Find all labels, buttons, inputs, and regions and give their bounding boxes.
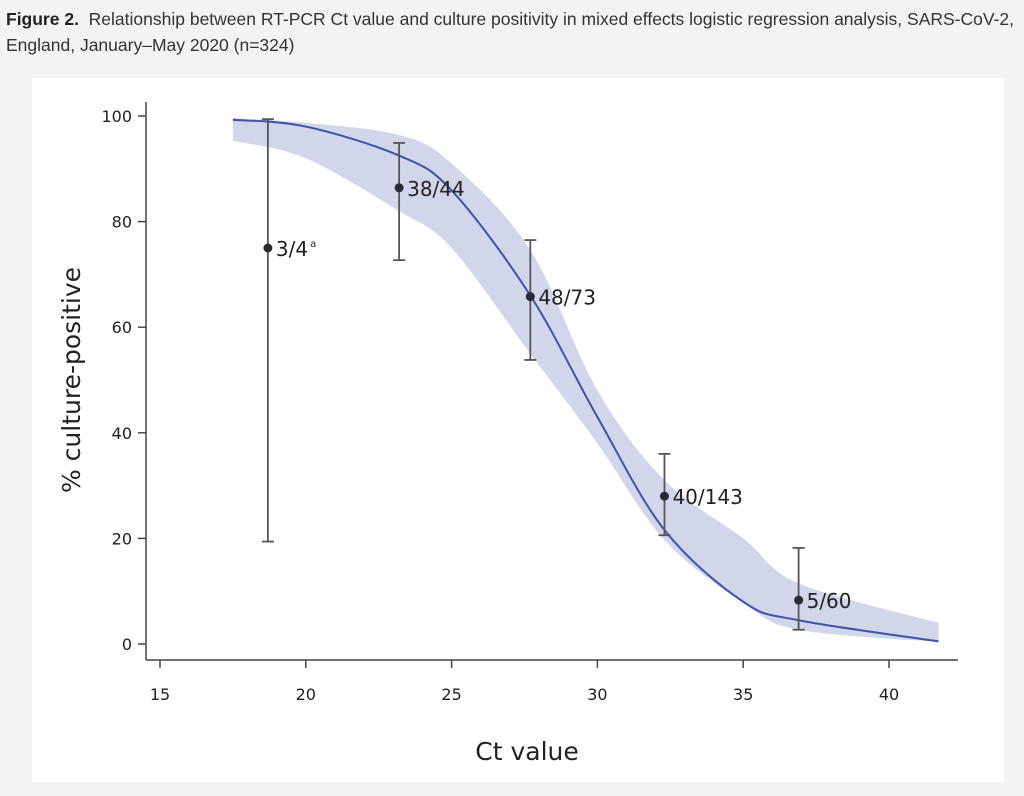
figure-label: Figure 2.	[6, 9, 79, 29]
x-axis-label: Ct value	[475, 737, 579, 766]
y-axis-label: % culture-positive	[57, 267, 86, 493]
data-label-text: 48/73	[538, 286, 596, 310]
data-label-footnote: a	[310, 239, 316, 250]
y-tick-label: 0	[122, 635, 132, 654]
y-tick-label: 80	[112, 213, 132, 232]
data-label: 3/4 a	[276, 237, 316, 261]
data-label-text: 5/60	[807, 589, 852, 613]
y-tick-label: 100	[101, 107, 132, 126]
y-tick-label: 20	[112, 529, 132, 548]
figure-caption: Figure 2. Relationship between RT-PCR Ct…	[6, 6, 1018, 58]
data-point	[794, 595, 804, 605]
data-label-text: 38/44	[407, 177, 465, 201]
data-label: 5/60	[807, 589, 852, 613]
data-point	[394, 183, 404, 193]
x-tick-label: 40	[879, 685, 899, 704]
chart-panel	[32, 78, 1004, 782]
data-label-text: 3/4	[276, 237, 308, 261]
confidence-band	[232, 118, 939, 642]
x-tick-label: 30	[587, 685, 607, 704]
y-tick-label: 60	[112, 318, 132, 337]
x-tick-label: 15	[150, 685, 170, 704]
x-tick-label: 35	[733, 685, 753, 704]
x-tick-label: 25	[441, 685, 461, 704]
data-point	[525, 292, 535, 302]
data-point	[263, 243, 273, 253]
figure-caption-text: Relationship between RT-PCR Ct value and…	[6, 9, 1015, 55]
x-tick-label: 20	[296, 685, 316, 704]
fitted-curve	[232, 118, 939, 643]
data-label: 48/73	[538, 286, 596, 310]
data-label: 40/143	[672, 485, 742, 509]
data-label-text: 40/143	[672, 485, 742, 509]
y-tick-label: 40	[112, 424, 132, 443]
data-point	[659, 491, 669, 501]
data-label: 38/44	[407, 177, 465, 201]
